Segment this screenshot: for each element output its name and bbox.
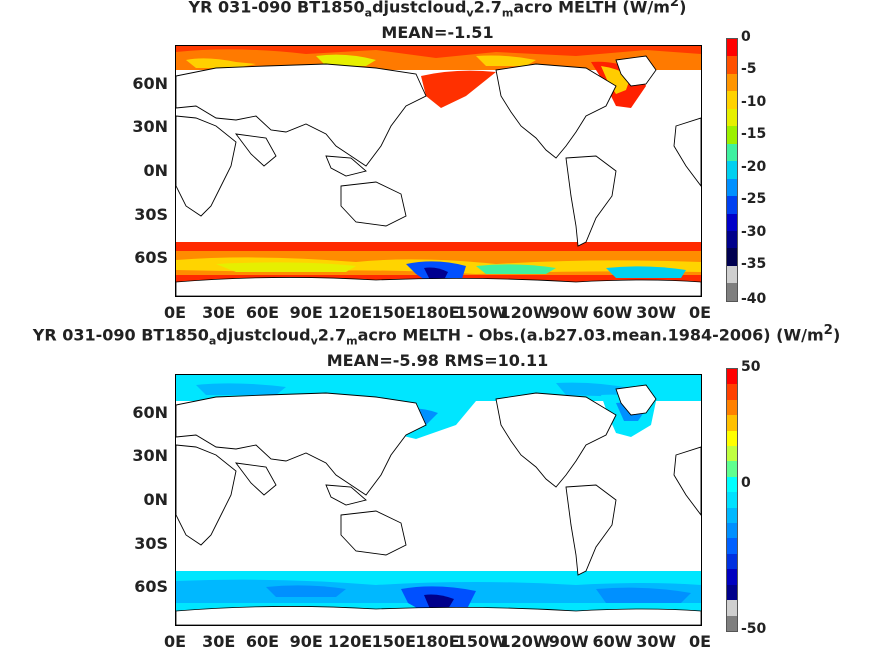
plot1-lat-label: 30S [134, 205, 168, 224]
colorbar-segment [727, 213, 737, 231]
plot1-lat-label: 0N [143, 161, 168, 180]
colorbar-segment [727, 39, 737, 57]
colorbar-segment [727, 265, 737, 284]
colorbar-segment [727, 507, 737, 524]
lon-label: 0E [163, 632, 187, 651]
lon-label: 90E [289, 632, 323, 651]
plot1-map [175, 45, 702, 297]
lon-label: 60E [245, 303, 280, 322]
colorbar-segment [727, 538, 737, 554]
lon-label: 0E [688, 303, 712, 322]
colorbar-segment [727, 615, 737, 631]
lon-label: 90E [289, 303, 323, 322]
plot2-lat-label: 30S [134, 534, 168, 553]
colorbar-segment [727, 283, 737, 301]
colorbar-segment [727, 384, 737, 400]
colorbar-tick-label: 0 [741, 474, 751, 491]
colorbar-segment [727, 56, 737, 74]
plot1-colorbar [726, 38, 738, 302]
lon-label: 90W [548, 632, 589, 651]
lon-label: 120E [327, 632, 373, 651]
lon-label: 180E [415, 632, 460, 651]
colorbar-segment [727, 91, 737, 109]
colorbar-segment [727, 476, 737, 493]
lon-label: 120W [499, 303, 551, 322]
colorbar-segment [727, 523, 737, 539]
lon-label: 120E [327, 303, 373, 322]
lon-label: 60W [592, 303, 633, 322]
colorbar-tick-label: -50 [741, 621, 767, 637]
colorbar-tick-label: -25 [741, 191, 767, 208]
plot1-subtitle: MEAN=-1.51 [381, 23, 494, 42]
colorbar-segment [727, 399, 737, 416]
coastlines [176, 384, 701, 576]
lon-label: 30W [636, 632, 677, 651]
colorbar-segment [727, 196, 737, 214]
colorbar-segment [727, 492, 737, 508]
colorbar-tick-label: 0 [741, 29, 751, 45]
colorbar-segment [727, 415, 737, 431]
colorbar-segment [727, 369, 737, 385]
colorbar-segment [727, 126, 737, 144]
colorbar-segment [727, 248, 737, 266]
colorbar-tick-label: -35 [741, 256, 767, 273]
plot2-lat-label: 60S [134, 577, 168, 596]
lon-label: 60W [592, 632, 633, 651]
lon-label: 30E [202, 303, 236, 322]
colorbar-tick-label: -15 [741, 126, 767, 143]
colorbar-segment [727, 430, 737, 447]
lon-label: 30E [202, 632, 236, 651]
lon-label: 180E [415, 303, 460, 322]
colorbar-tick-label: -10 [741, 93, 767, 110]
colorbar-tick-label: -5 [741, 61, 757, 78]
plot2-title: YR 031-090 BT1850adjustcloudv2.7macro ME… [32, 323, 841, 348]
lon-label: 60E [245, 632, 280, 651]
colorbar-segment [727, 143, 737, 162]
colorbar-segment [727, 108, 737, 127]
plot2-subtitle: MEAN=-5.98 RMS=10.11 [326, 351, 549, 370]
lon-label: 30W [636, 303, 677, 322]
lon-label: 0E [688, 632, 712, 651]
plot2-lat-label: 30N [132, 446, 168, 465]
plot2-map [175, 374, 702, 626]
colorbar-tick-label: -40 [741, 291, 767, 307]
colorbar-segment [727, 446, 737, 462]
plot1-title: YR 031-090 BT1850adjustcloudv2.7macro ME… [188, 0, 687, 20]
lon-label: 150E [371, 632, 416, 651]
colorbar-segment [727, 461, 737, 477]
colorbar-segment [727, 569, 737, 585]
colorbar-segment [727, 161, 737, 179]
colorbar-segment [727, 73, 737, 92]
lon-label: 0E [163, 303, 187, 322]
colorbar-segment [727, 230, 737, 249]
colorbar-tick-label: 50 [741, 359, 761, 375]
plot2-lat-label: 60N [132, 403, 168, 422]
plot1-lat-label: 60N [132, 74, 168, 93]
colorbar-tick-label: -20 [741, 158, 767, 175]
plot1-lat-label: 60S [134, 248, 168, 267]
colorbar-segment [727, 584, 737, 601]
plot2-lat-label: 0N [143, 490, 168, 509]
colorbar-tick-label: -30 [741, 223, 767, 240]
coastlines [176, 55, 701, 247]
lon-label: 120W [499, 632, 551, 651]
colorbar-segment [727, 600, 737, 616]
plot1-lat-label: 30N [132, 117, 168, 136]
colorbar-segment [727, 553, 737, 570]
lon-label: 150W [455, 303, 507, 322]
lon-label: 150W [455, 632, 507, 651]
lon-label: 90W [548, 303, 589, 322]
colorbar-segment [727, 178, 737, 197]
plot2-colorbar [726, 368, 738, 632]
lon-label: 150E [371, 303, 416, 322]
